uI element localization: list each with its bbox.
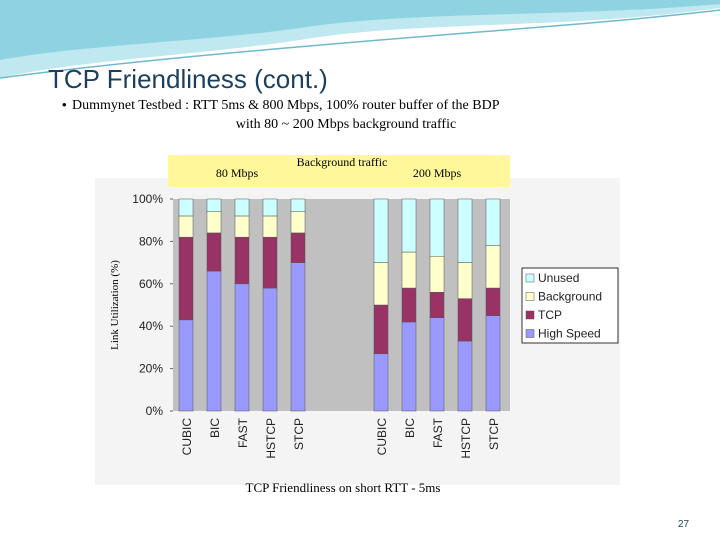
plot-area	[173, 199, 510, 411]
bar-segment	[206, 232, 222, 272]
bar-segment	[262, 236, 278, 289]
x-tick-label: HSTCP	[264, 418, 278, 459]
bar-segment	[401, 287, 417, 323]
bar-segment	[429, 198, 445, 257]
bar-segment	[485, 315, 501, 412]
x-tick-label: STCP	[487, 418, 501, 450]
y-tick-label: 80%	[139, 234, 163, 248]
annotation: 200 Mbps	[413, 166, 462, 180]
x-tick-label: BIC	[208, 418, 222, 438]
annotation-band	[168, 155, 510, 187]
bar-segment	[485, 287, 501, 316]
y-tick-label: 60%	[139, 277, 163, 291]
bar-segment	[401, 198, 417, 253]
annotation: Background traffic	[297, 155, 388, 169]
bar-segment	[262, 198, 278, 217]
header-wave	[0, 0, 720, 60]
legend-swatch	[525, 292, 535, 301]
legend-label: High Speed	[538, 327, 601, 341]
bullet: •	[62, 97, 67, 112]
bullet-text: Dummynet Testbed : RTT 5ms & 800 Mbps, 1…	[72, 98, 500, 113]
y-tick-label: 100%	[132, 192, 163, 206]
x-tick-label: FAST	[236, 417, 250, 448]
bar-segment	[234, 283, 250, 412]
bar-segment	[429, 255, 445, 293]
x-tick-label: STCP	[292, 418, 306, 450]
x-tick-label: FAST	[431, 417, 445, 448]
legend-swatch	[525, 329, 535, 338]
legend-label: TCP	[538, 308, 562, 322]
x-tick-label: CUBIC	[375, 418, 389, 456]
bar-segment	[178, 198, 194, 217]
slide-title: TCP Friendliness (cont.)	[48, 64, 328, 94]
bar-segment	[373, 353, 389, 412]
bar-segment	[429, 317, 445, 412]
bar-segment	[290, 262, 306, 412]
bar-segment	[485, 198, 501, 246]
x-tick-label: HSTCP	[459, 418, 473, 459]
bar-segment	[290, 232, 306, 263]
bar-segment	[457, 198, 473, 263]
bar-segment	[234, 236, 250, 285]
legend-label: Background	[538, 290, 602, 304]
bar-segment	[457, 298, 473, 342]
y-tick-label: 0%	[146, 404, 164, 418]
x-tick-label: CUBIC	[180, 418, 194, 456]
y-tick-label: 40%	[139, 319, 163, 333]
bar-segment	[373, 198, 389, 263]
bar-segment	[206, 270, 222, 412]
legend-swatch	[525, 273, 535, 283]
bar-segment	[262, 215, 278, 238]
bar-segment	[457, 340, 473, 412]
bar-segment	[234, 198, 250, 217]
y-axis-label: Link Utilization (%)	[109, 260, 121, 350]
bullet-text: with 80 ~ 200 Mbps background traffic	[236, 117, 456, 132]
bar-segment	[234, 215, 250, 238]
bar-segment	[178, 236, 194, 321]
bar-segment	[178, 215, 194, 238]
bar-segment	[206, 211, 222, 234]
bar-segment	[178, 319, 194, 412]
bar-segment	[262, 287, 278, 412]
legend-label: Unused	[538, 271, 579, 285]
bar-segment	[206, 198, 222, 212]
bar-segment	[373, 304, 389, 355]
bar-segment	[290, 198, 306, 212]
header-line	[0, 9, 720, 79]
bar-segment	[485, 245, 501, 289]
bar-segment	[373, 262, 389, 306]
y-tick-label: 20%	[139, 362, 163, 376]
bar-segment	[401, 321, 417, 412]
legend-swatch	[525, 310, 535, 320]
bar-segment	[401, 251, 417, 289]
annotation: 80 Mbps	[216, 166, 259, 180]
x-tick-label: BIC	[403, 418, 417, 438]
bar-segment	[457, 262, 473, 299]
bar-segment	[429, 292, 445, 318]
page-number: 27	[678, 519, 690, 530]
legend	[521, 267, 619, 344]
bar-segment	[290, 211, 306, 234]
x-axis-label: TCP Friendliness on short RTT - 5ms	[246, 480, 441, 495]
